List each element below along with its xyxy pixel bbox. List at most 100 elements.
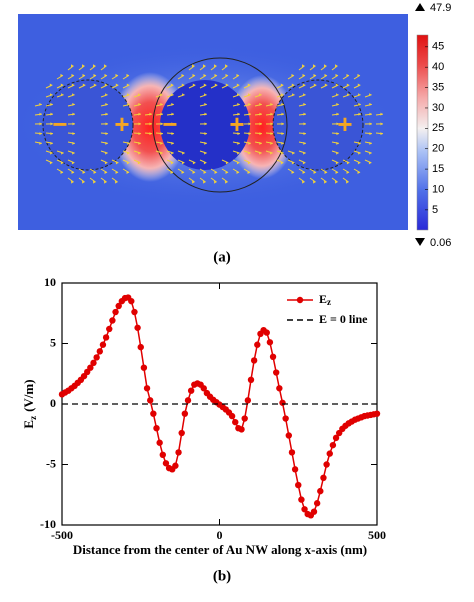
data-point [172, 462, 179, 469]
field-arrow-head [170, 83, 174, 87]
panel-label: (a) [213, 249, 231, 265]
legend-name-sub: z [327, 297, 331, 307]
data-point [263, 329, 270, 336]
field-arrow [100, 177, 107, 183]
field-arrow [67, 74, 75, 80]
field-arrow-head [61, 151, 64, 155]
field-arrow-head [336, 122, 339, 126]
field-arrow-head [192, 83, 196, 87]
field-arrow [67, 177, 74, 183]
field-arrow-head [149, 122, 152, 126]
field-arrow-head [281, 112, 284, 116]
field-arrow-head [203, 83, 207, 87]
field-arrow-head [313, 180, 316, 184]
field-arrow-head [369, 93, 372, 97]
field-arrow-head [105, 141, 108, 145]
field-arrow-head [115, 180, 118, 184]
field-arrow-head [302, 64, 305, 68]
colorbar-tick-label: 45 [432, 41, 444, 53]
field-arrow-head [292, 93, 295, 97]
field-arrow-head [39, 132, 42, 136]
field-arrow-head [270, 141, 273, 145]
field-arrow-head [105, 151, 108, 155]
field-arrow [342, 74, 350, 80]
field-arrow-head [369, 132, 372, 136]
field-arrow-head [236, 161, 240, 165]
field-arrow-head [336, 102, 339, 106]
colorbar-ticks: 5 10 15 20 25 30 35 40 45 [425, 41, 444, 216]
field-arrow-head [303, 93, 306, 97]
field-arrow [111, 177, 118, 183]
y-tick-label: -10 [40, 517, 56, 531]
data-point [96, 348, 104, 355]
field-arrow-head [303, 102, 306, 106]
data-point [250, 357, 258, 364]
field-arrow-head [105, 132, 108, 136]
field-arrow-head [60, 161, 64, 165]
field-arrow [111, 74, 119, 80]
field-arrow-head [303, 112, 306, 116]
field-arrow-head [369, 102, 372, 106]
field-arrow-head [104, 180, 107, 184]
field-arrow-head [49, 83, 53, 87]
charge: + [337, 109, 352, 139]
field-arrow-head [127, 93, 130, 97]
field-arrow-head [313, 73, 316, 77]
min-marker [415, 238, 425, 246]
field-arrow-head [302, 171, 306, 175]
field-arrow [188, 74, 196, 80]
data-point [232, 418, 239, 426]
field-arrow [199, 177, 206, 183]
field-arrow-head [380, 112, 383, 116]
field-arrow [298, 177, 305, 183]
field-arrow [298, 65, 305, 71]
field-arrow-head [204, 122, 207, 126]
field-arrow-head [50, 122, 53, 126]
field-arrow-head [237, 93, 240, 97]
field-arrow-head [259, 102, 262, 106]
field-arrow-head [203, 64, 206, 68]
field-arrow-head [160, 122, 163, 126]
field-arrow-head [324, 83, 328, 87]
field-arrow-head [237, 132, 240, 136]
data-point [323, 461, 330, 468]
field-arrow-head [104, 161, 108, 165]
field-arrow-head [72, 141, 75, 145]
data-point [238, 426, 245, 433]
field-arrow-head [324, 73, 327, 77]
field-arrow-head [203, 180, 206, 184]
field-arrow-head [39, 122, 42, 126]
field-arrow-head [71, 64, 74, 68]
field-arrow [67, 65, 74, 71]
field-arrow-head [50, 102, 53, 106]
field-arrow-head [71, 180, 74, 184]
field-arrow-head [280, 83, 284, 87]
field-arrow-head [61, 93, 64, 97]
field-arrow-head [115, 171, 119, 175]
data-point [143, 385, 151, 392]
data-point [147, 397, 154, 404]
field-arrow-head [93, 64, 96, 68]
field-arrow-head [72, 93, 75, 97]
field-arrow [210, 65, 217, 71]
y-tick-label: 5 [50, 335, 56, 349]
field-arrow-head [336, 132, 339, 136]
field-arrow-head [225, 64, 228, 68]
field-arrow-head [71, 83, 75, 87]
field-arrow-head [248, 141, 251, 145]
colorbar-tick-label: 15 [432, 163, 444, 175]
field-arrow-head [357, 161, 361, 165]
field-arrow [89, 65, 96, 71]
field-arrow-head [127, 151, 130, 155]
field-arrow-head [182, 151, 185, 155]
field-arrow-head [138, 112, 141, 116]
field-arrow [210, 74, 218, 80]
field-arrow [56, 74, 64, 80]
y-axis-label-sub: z [28, 416, 38, 420]
field-arrow-head [303, 151, 306, 155]
data-point [106, 325, 113, 333]
field-arrow-head [270, 112, 273, 116]
field-arrow-head [93, 73, 96, 77]
field-arrow-head [281, 141, 284, 145]
field-arrow-head [204, 112, 207, 116]
